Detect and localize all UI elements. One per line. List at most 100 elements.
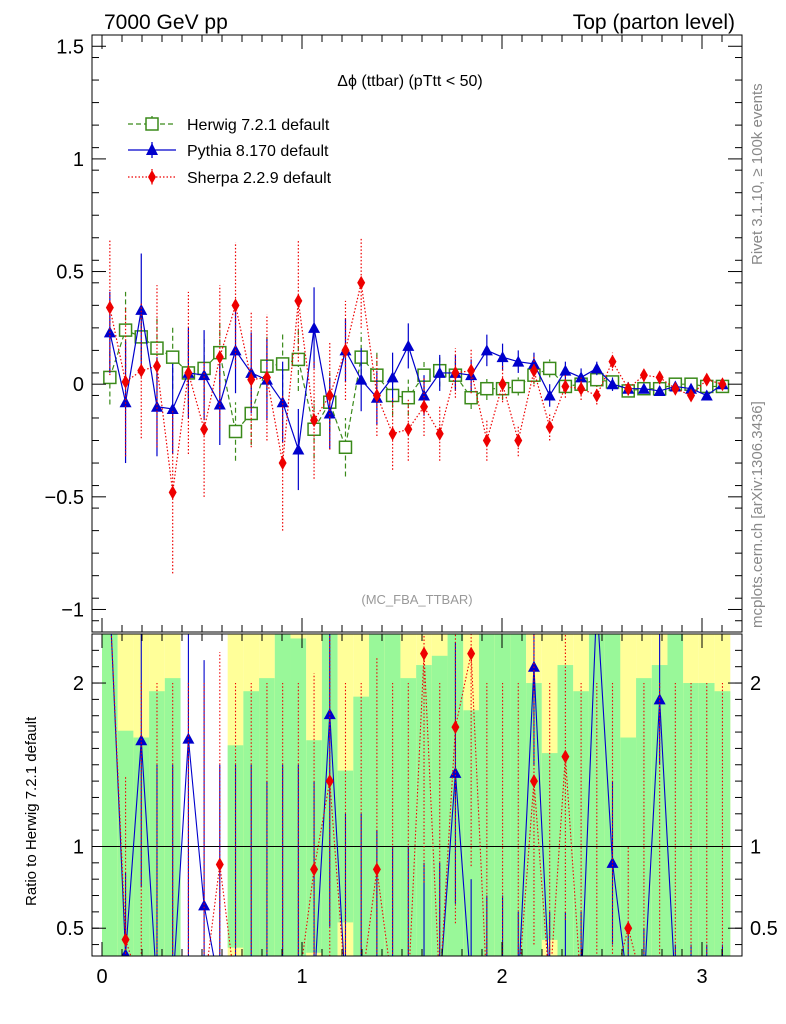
ratio-uncertainty-band <box>102 634 731 956</box>
data-point-sherpa <box>121 374 130 389</box>
ratio-series-pythia <box>110 634 724 956</box>
data-point-herwig <box>103 370 117 385</box>
ratio-ylabel: Ratio to Herwig 7.2.1 default <box>23 716 40 906</box>
legend-entry-sherpa: Sherpa 2.2.9 default <box>128 169 332 187</box>
ratio-point-sherpa <box>121 932 130 947</box>
main-frame <box>91 34 743 633</box>
ratio-point-sherpa <box>561 749 570 764</box>
ratio-ytick-label: 1 <box>73 836 84 858</box>
data-point-sherpa <box>294 293 303 308</box>
data-point-sherpa <box>404 422 413 437</box>
data-point-sherpa <box>357 275 366 290</box>
data-point-herwig <box>511 379 526 394</box>
data-point-herwig <box>542 361 557 376</box>
ratio-panel: 2 2 1 1 0.5 0.5 0 1 2 3 Ratio to Herwig 7.2.1 def… <box>23 633 778 988</box>
ratio-xtick-label: 1 <box>296 966 307 988</box>
data-point-pythia <box>559 364 572 376</box>
ratio-ytick-label: 0.5 <box>56 918 84 940</box>
ratio-point-sherpa <box>529 774 538 789</box>
series-sherpa <box>105 237 727 574</box>
data-point-sherpa <box>420 399 429 414</box>
data-point-sherpa <box>577 381 586 396</box>
data-point-sherpa <box>435 426 444 441</box>
data-point-sherpa <box>168 485 177 500</box>
rivet-label: Rivet 3.1.10, ≥ 100k events <box>749 83 766 265</box>
ratio-frame <box>91 633 743 957</box>
main-ytick-label: 0.5 <box>56 262 84 284</box>
legend: Herwig 7.2.1 default Pythia 8.170 defaul… <box>128 116 332 187</box>
main-plot-marks <box>103 237 730 574</box>
data-point-pythia <box>480 344 493 356</box>
data-point-sherpa <box>561 379 570 394</box>
data-point-pythia <box>543 389 556 401</box>
legend-entry-pythia: Pythia 8.170 default <box>128 142 329 160</box>
data-point-pythia <box>135 303 148 315</box>
analysis-label: (MC_FBA_TTBAR) <box>361 592 472 607</box>
data-point-sherpa <box>467 363 476 378</box>
main-ytick-label: −0.5 <box>45 487 84 509</box>
main-panel: 1.5 1 0.5 0 −0.5 −1 Δϕ (ttbar) (pTtt < 50) (M… <box>45 34 743 633</box>
data-point-herwig <box>291 352 306 367</box>
data-point-sherpa <box>671 381 680 396</box>
data-point-herwig <box>228 424 243 439</box>
ratio-xtick-label: 0 <box>96 966 107 988</box>
data-point-sherpa <box>702 372 711 387</box>
band-inner <box>102 634 118 956</box>
ratio-point-sherpa <box>624 921 633 936</box>
data-point-sherpa <box>137 363 146 378</box>
main-ytick-label: 0 <box>73 374 84 396</box>
ratio-point-pythia <box>121 948 130 956</box>
data-point-sherpa <box>105 300 114 315</box>
data-point-pythia <box>198 369 211 381</box>
data-point-pythia <box>700 389 713 401</box>
data-point-sherpa <box>231 298 240 313</box>
ratio-point-sherpa <box>325 774 334 789</box>
ratio-point-pythia <box>653 693 666 705</box>
ratio-point-sherpa <box>310 862 319 877</box>
ratio-ytick-label-right: 2 <box>750 673 761 695</box>
main-ytick-label: 1.5 <box>56 36 84 58</box>
data-point-sherpa <box>529 363 538 378</box>
data-point-pythia <box>433 366 446 378</box>
data-point-sherpa <box>514 433 523 448</box>
data-point-pythia <box>119 396 132 408</box>
main-title: Δϕ (ttbar) (pTtt < 50) <box>337 73 482 90</box>
header-right: Top (parton level) <box>573 11 735 34</box>
data-point-pythia <box>323 407 336 419</box>
ratio-ytick-label-right: 1 <box>750 836 761 858</box>
ratio-point-sherpa <box>215 857 224 872</box>
ratio-series-sherpa <box>110 634 724 956</box>
data-point-pythia <box>606 378 619 390</box>
header-left: 7000 GeV pp <box>104 11 228 34</box>
data-point-sherpa <box>200 422 209 437</box>
data-point-pythia <box>292 443 305 455</box>
data-point-pythia <box>512 355 525 367</box>
data-point-sherpa <box>624 381 633 396</box>
ratio-point-pythia <box>527 660 540 672</box>
data-point-sherpa <box>278 456 287 471</box>
ratio-point-sherpa <box>372 862 381 877</box>
data-point-sherpa <box>451 365 460 380</box>
ratio-line-pythia <box>110 634 675 956</box>
ratio-xtick-label: 2 <box>496 966 507 988</box>
data-point-pythia <box>355 373 368 385</box>
ratio-point-sherpa <box>451 720 460 735</box>
data-point-sherpa <box>152 359 161 374</box>
data-point-herwig <box>464 390 478 405</box>
data-point-pythia <box>685 382 698 394</box>
data-point-sherpa <box>215 350 224 365</box>
main-ytick-label: 1 <box>73 149 84 171</box>
ratio-plot-marks <box>110 634 724 956</box>
band-inner <box>651 665 668 956</box>
ratio-axes: 2 2 1 1 0.5 0.5 0 1 2 3 <box>56 634 778 988</box>
ratio-xtick-label: 3 <box>696 966 707 988</box>
ratio-ytick-label: 2 <box>73 673 84 695</box>
ratio-point-sherpa <box>420 646 429 661</box>
series-line-pythia <box>109 309 723 450</box>
data-point-pythia <box>150 400 163 412</box>
data-point-herwig <box>480 381 494 396</box>
main-axes: 1.5 1 0.5 0 −0.5 −1 <box>45 35 742 632</box>
data-point-herwig <box>165 350 180 364</box>
data-point-sherpa <box>718 377 727 392</box>
